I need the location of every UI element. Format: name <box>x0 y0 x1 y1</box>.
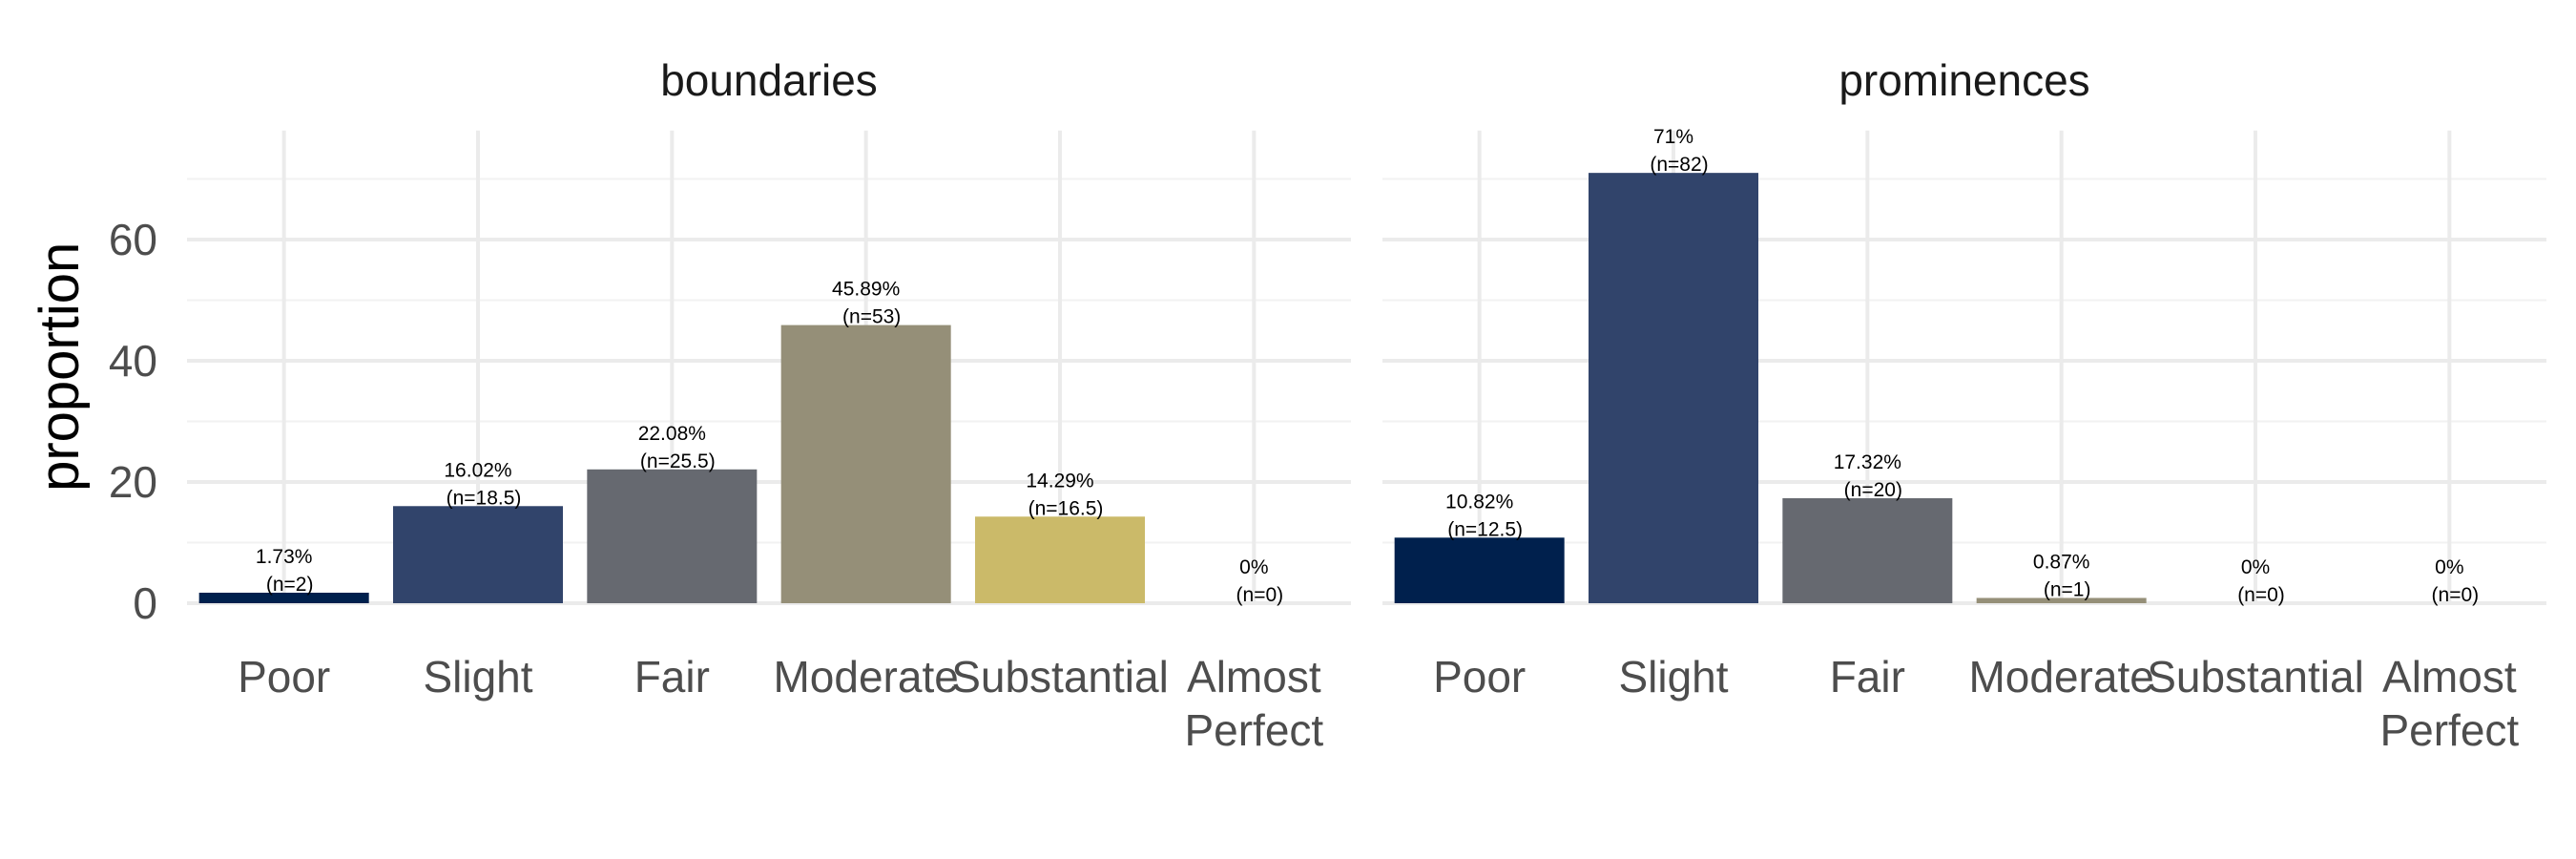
bar-poor <box>198 593 369 603</box>
y-tick-label: 60 <box>109 215 157 264</box>
y-tick-label: 20 <box>109 457 157 507</box>
data-label-count: (n=0) <box>2432 584 2480 606</box>
bar-fair <box>1782 498 1953 603</box>
data-label-percent: 17.32% <box>1834 451 1901 473</box>
x-tick-label: Poor <box>238 652 330 702</box>
data-label-percent: 22.08% <box>638 423 706 445</box>
panel-prominences: prominences 10.82% (n=12.5) 71% (n=82) 17.32%… <box>1382 55 2546 755</box>
x-tick-label-line: Substantial <box>2147 652 2364 702</box>
x-tick-label-line: Poor <box>238 652 330 702</box>
x-tick-label-line: Poor <box>1433 652 1526 702</box>
data-label-count: (n=16.5) <box>1028 497 1104 519</box>
data-label-count: (n=1) <box>2044 578 2091 600</box>
data-label-percent: 0% <box>1239 556 1268 578</box>
data-label-percent: 1.73% <box>256 546 313 568</box>
x-tick-label-line: Perfect <box>1184 705 1323 755</box>
data-label-percent: 0% <box>2435 556 2463 578</box>
bar-substantial <box>975 516 1145 603</box>
data-label-count: (n=82) <box>1650 154 1708 176</box>
data-label-count: (n=20) <box>1844 479 1902 501</box>
bar-slight <box>393 506 563 603</box>
panel-boundaries: boundaries 1.73% (n=2) 16.02% (n=18.5) 22.08%… <box>187 55 1351 755</box>
x-tick-label-line: Fair <box>634 652 710 702</box>
data-label-percent: 45.89% <box>832 279 900 301</box>
x-tick-label: Fair <box>1830 652 1905 702</box>
data-label-count: (n=2) <box>266 574 314 596</box>
data-label-count: (n=0) <box>1236 584 1284 606</box>
bar-fair <box>587 469 758 603</box>
x-tick-label: Substantial <box>951 652 1169 702</box>
bar-poor <box>1394 537 1565 603</box>
data-label-count: (n=0) <box>2237 584 2285 606</box>
data-label-percent: 14.29% <box>1026 470 1093 492</box>
data-label-count: (n=12.5) <box>1447 518 1523 540</box>
panel-title: prominences <box>1839 55 2089 105</box>
x-tick-label-line: Almost <box>1187 652 1321 702</box>
y-tick-label: 40 <box>109 336 157 386</box>
data-label-percent: 0.87% <box>2033 551 2090 573</box>
x-tick-label: Almost Perfect <box>1184 652 1323 755</box>
bar-moderate <box>780 325 951 603</box>
data-label-percent: 71% <box>1653 126 1693 148</box>
data-label-percent: 0% <box>2241 556 2270 578</box>
data-label-count: (n=18.5) <box>447 487 522 509</box>
x-tick-label: Moderate <box>773 652 958 702</box>
x-tick-label-line: Slight <box>1618 652 1728 702</box>
bar-slight <box>1589 173 1758 603</box>
x-tick-label: Slight <box>1618 652 1728 702</box>
x-tick-label-line: Moderate <box>1968 652 2153 702</box>
x-tick-label: Almost Perfect <box>2379 652 2519 755</box>
data-label-count: (n=53) <box>842 306 901 328</box>
x-tick-label-line: Perfect <box>2379 705 2519 755</box>
x-tick-label-line: Almost <box>2382 652 2517 702</box>
data-label-percent: 10.82% <box>1445 491 1513 513</box>
x-tick-label: Slight <box>423 652 532 702</box>
x-tick-label: Substantial <box>2147 652 2364 702</box>
x-tick-label: Poor <box>1433 652 1526 702</box>
x-tick-label-line: Slight <box>423 652 532 702</box>
y-axis-title: proportion <box>29 242 91 492</box>
data-label-percent: 16.02% <box>444 459 511 481</box>
x-tick-label: Moderate <box>1968 652 2153 702</box>
x-tick-label-line: Moderate <box>773 652 958 702</box>
bar-moderate <box>1976 597 2147 603</box>
y-tick-label: 0 <box>133 578 157 628</box>
data-label-count: (n=25.5) <box>640 450 716 472</box>
x-tick-label-line: Fair <box>1830 652 1905 702</box>
x-tick-label-line: Substantial <box>951 652 1169 702</box>
x-tick-label: Fair <box>634 652 710 702</box>
panel-title: boundaries <box>660 55 878 105</box>
